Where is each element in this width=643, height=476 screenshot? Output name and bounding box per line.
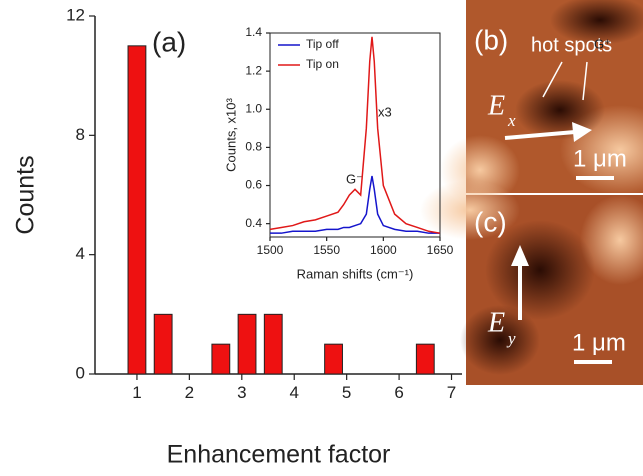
x-tick-label: 1500 <box>257 243 284 257</box>
y-axis-label: Counts <box>12 155 40 234</box>
x-tick-label: 6 <box>394 383 403 402</box>
field-subscript: x <box>507 111 516 130</box>
image-b: (b) hot spots E x 1 μm <box>440 0 643 205</box>
peak-label: G⁻ <box>346 171 363 186</box>
x-tick-label: 5 <box>342 383 351 402</box>
image-c: (c) E y 1 μm <box>420 180 643 385</box>
legend-label: Tip off <box>306 37 339 51</box>
line-series <box>269 36 441 234</box>
y-tick-label: 0 <box>76 363 85 382</box>
y-tick-label: 8 <box>76 125 85 144</box>
bar <box>211 343 231 375</box>
y-tick-label: 0.8 <box>245 140 262 154</box>
legend-label: Tip on <box>306 57 339 71</box>
x-tick-label: 1650 <box>427 243 454 257</box>
x-tick-label: 1550 <box>313 243 340 257</box>
y-tick-label: 4 <box>76 244 85 263</box>
x-axis-label: Raman shifts (cm⁻¹) <box>297 266 414 281</box>
plot-frame <box>269 32 441 238</box>
scale-note: x3 <box>378 104 392 119</box>
y-axis-label: Counts, x10³ <box>223 97 238 171</box>
bar <box>324 343 343 375</box>
y-tick-label: 0.4 <box>245 216 262 230</box>
scale-label: 1 μm <box>572 329 626 356</box>
x-tick-label: 3 <box>237 383 246 402</box>
x-axis-label: Enhancement factor <box>167 441 391 469</box>
panel-label: (a) <box>152 26 186 57</box>
y-tick-label: 1.2 <box>245 63 262 77</box>
field-label: E <box>487 307 505 338</box>
x-tick-label: 4 <box>289 383 298 402</box>
y-tick-label: 0.6 <box>245 178 262 192</box>
x-tick-label: 1 <box>132 383 141 402</box>
field-subscript: y <box>506 329 516 348</box>
annotation: hot spots <box>531 34 612 56</box>
bar <box>153 313 173 375</box>
bar <box>415 343 435 375</box>
y-tick-label: 1.4 <box>245 25 262 39</box>
line-series <box>270 175 440 234</box>
x-tick-label: 7 <box>447 383 456 402</box>
peak-label: G⁺ <box>594 36 611 51</box>
bar <box>237 313 257 375</box>
panel-label: (b) <box>474 24 508 55</box>
y-tick-label: 1.0 <box>245 101 262 115</box>
panel-label: (c) <box>474 206 507 237</box>
x-tick-label: 2 <box>185 383 194 402</box>
bar <box>127 45 147 375</box>
scale-label: 1 μm <box>573 145 627 172</box>
x-tick-label: 1600 <box>370 243 397 257</box>
bar <box>263 313 283 375</box>
y-tick-label: 12 <box>66 5 85 24</box>
field-label: E <box>487 90 505 121</box>
